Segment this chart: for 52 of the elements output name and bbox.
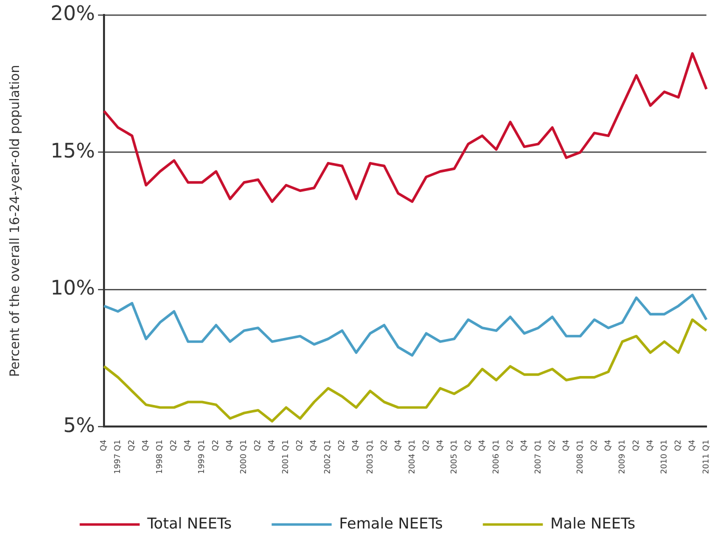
y-tick-label: 15% xyxy=(50,138,95,162)
x-tick-label: Q2 xyxy=(169,440,178,452)
x-tick-label: Q2 xyxy=(253,440,262,452)
x-tick-label: Q4 xyxy=(435,440,444,452)
x-tick-label: 2006 Q1 xyxy=(491,440,500,474)
x-tick-label: Q4 xyxy=(267,440,276,452)
x-tick-label: 2005 Q1 xyxy=(449,440,458,474)
legend-label: Total NEETs xyxy=(146,514,232,532)
x-tick-label: Q2 xyxy=(463,440,472,452)
y-tick-label: 10% xyxy=(50,276,95,300)
x-tick-label: Q2 xyxy=(673,440,682,452)
legend-label: Female NEETs xyxy=(339,514,444,532)
x-tick-label: Q4 xyxy=(225,440,234,452)
x-tick-label: 2008 Q1 xyxy=(575,440,584,474)
y-tick-label: 5% xyxy=(63,412,95,437)
x-tick-label: Q4 xyxy=(309,440,318,452)
x-tick-label: 2001 Q1 xyxy=(281,440,290,474)
x-tick-label: Q4 xyxy=(519,440,528,452)
x-tick-label: Q2 xyxy=(631,440,640,452)
x-tick-label: 2010 Q1 xyxy=(659,440,668,474)
x-tick-label: Q2 xyxy=(127,440,136,452)
x-tick-label: Q4 xyxy=(351,440,360,452)
x-tick-label: Q4 xyxy=(687,440,696,452)
x-tick-label: Q4 xyxy=(645,440,654,452)
x-tick-label: Q4 xyxy=(477,440,486,452)
x-tick-label: 2009 Q1 xyxy=(617,440,626,474)
x-tick-label: Q4 xyxy=(183,440,192,452)
x-tick-label: 1999 Q1 xyxy=(197,440,206,474)
x-tick-label: 2004 Q1 xyxy=(407,440,416,474)
x-tick-label: 2000 Q1 xyxy=(239,440,248,474)
x-tick-label: Q4 xyxy=(603,440,612,452)
x-tick-label: 2002 Q1 xyxy=(323,440,332,474)
x-tick-label: 2007 Q1 xyxy=(533,440,542,474)
x-tick-label: Q2 xyxy=(295,440,304,452)
x-tick-label: Q2 xyxy=(547,440,556,452)
x-tick-label: 1998 Q1 xyxy=(155,440,164,474)
x-tick-label: Q2 xyxy=(211,440,220,452)
y-axis-title: Percent of the overall 16-24-year-old population xyxy=(8,64,24,377)
legend-label: Male NEETs xyxy=(550,514,636,532)
x-tick-label: Q4 xyxy=(393,440,402,452)
x-tick-label: Q4 xyxy=(561,440,570,452)
x-tick-label: Q4 xyxy=(99,440,108,452)
x-tick-label: Q2 xyxy=(505,440,514,452)
x-tick-label: 2003 Q1 xyxy=(365,440,374,474)
x-tick-label: 1997 Q1 xyxy=(113,440,122,474)
x-tick-label: Q4 xyxy=(141,440,150,452)
y-tick-label: 20% xyxy=(50,1,95,26)
x-tick-label: Q2 xyxy=(421,440,430,452)
x-tick-label: Q2 xyxy=(337,440,346,452)
x-tick-label: Q2 xyxy=(379,440,388,452)
x-tick-label: Q2 xyxy=(589,440,598,452)
x-tick-label: 2011 Q1 xyxy=(701,440,710,474)
